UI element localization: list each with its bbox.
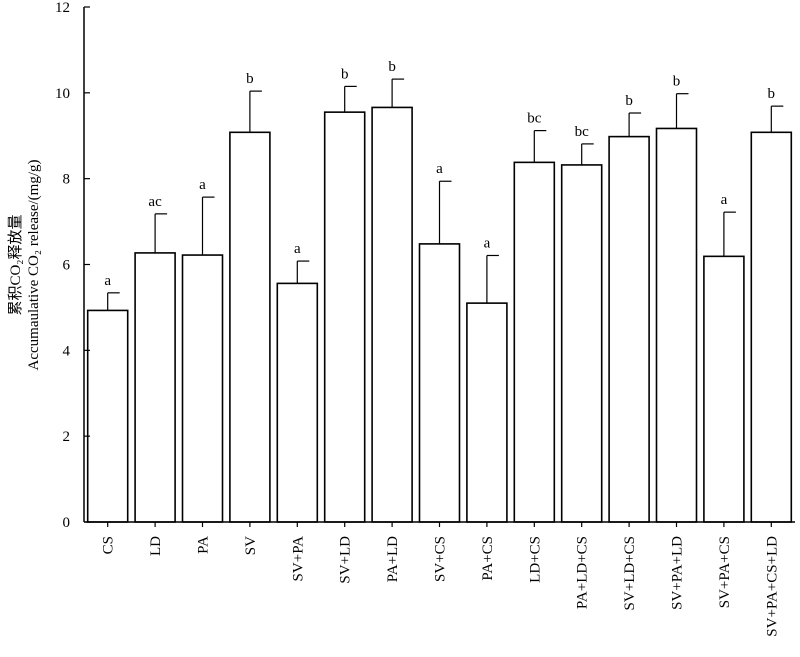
significance-label: bc (527, 111, 542, 127)
y-axis-title-en: Accumaulative CO₂ release/(mg/g) (26, 160, 42, 371)
x-tick-label: LD+CS (527, 536, 543, 583)
x-tick-label: PA+LD (385, 536, 401, 582)
significance-label: a (484, 235, 491, 251)
y-axis-title-cn: 累积CO₂释放量 (7, 214, 24, 315)
bar (655, 127, 698, 523)
significance-label: a (436, 161, 443, 177)
bar (323, 111, 366, 523)
bars-layer (86, 106, 793, 523)
bar (703, 255, 745, 523)
x-tick-label: SV+PA+CS+LD (764, 536, 780, 637)
y-tick-label: 6 (63, 258, 71, 274)
x-tick-label: LD (148, 536, 164, 556)
y-axis: 0 2 4 6 8 10 12 (55, 0, 90, 531)
x-tick-label: PA+LD+CS (575, 536, 591, 609)
significance-label: b (673, 74, 681, 90)
y-tick-label: 12 (55, 0, 70, 16)
x-tick-label: SV+PA+CS (717, 536, 733, 608)
y-tick-label: 4 (63, 343, 71, 359)
x-tick-label: CS (101, 536, 117, 554)
x-tick-label: PA+CS (480, 536, 496, 581)
bar (86, 309, 129, 523)
x-axis: CS LD PA SV SV+PA SV+LD PA+LD SV+CS PA+CS LD+CS PA… (84, 521, 795, 637)
bar (466, 302, 508, 523)
x-tick-label: SV+CS (433, 536, 449, 582)
significance-label: b (768, 86, 776, 102)
y-tick-label: 8 (63, 172, 71, 188)
y-tick-label: 2 (63, 429, 71, 445)
significance-label: b (625, 93, 633, 109)
significance-label: ac (148, 194, 162, 210)
error-bars-layer (107, 78, 784, 311)
y-axis-title: 累积CO₂释放量 Accumaulative CO₂ release/(mg/g… (7, 160, 42, 371)
bar (750, 131, 793, 523)
bar (134, 252, 176, 523)
significance-label: a (721, 192, 728, 208)
x-tick-label: SV+PA+LD (670, 536, 686, 610)
significance-label: b (388, 59, 396, 75)
x-tick-label: SV (243, 536, 259, 555)
significance-label: a (104, 273, 111, 289)
significance-label: bc (575, 124, 590, 140)
bar (276, 282, 319, 523)
y-tick-label: 0 (63, 515, 71, 531)
x-tick-label: SV+LD (338, 536, 354, 584)
significance-label: a (294, 241, 301, 257)
bar (371, 106, 413, 523)
x-tick-label: PA (196, 536, 212, 554)
significance-label: a (199, 177, 206, 193)
x-tick-label: SV+PA (290, 536, 306, 582)
x-tick-label: SV+LD+CS (622, 536, 638, 610)
bar (560, 164, 603, 523)
y-tick-label: 10 (55, 86, 70, 102)
bar (608, 135, 650, 523)
significance-label: b (341, 66, 349, 82)
bar (229, 131, 271, 523)
bar (418, 243, 461, 523)
significance-labels-layer: a ac a b a b b a a bc bc b b a b (104, 59, 775, 289)
bar (181, 254, 224, 523)
bar (513, 161, 556, 523)
significance-label: b (246, 71, 254, 87)
